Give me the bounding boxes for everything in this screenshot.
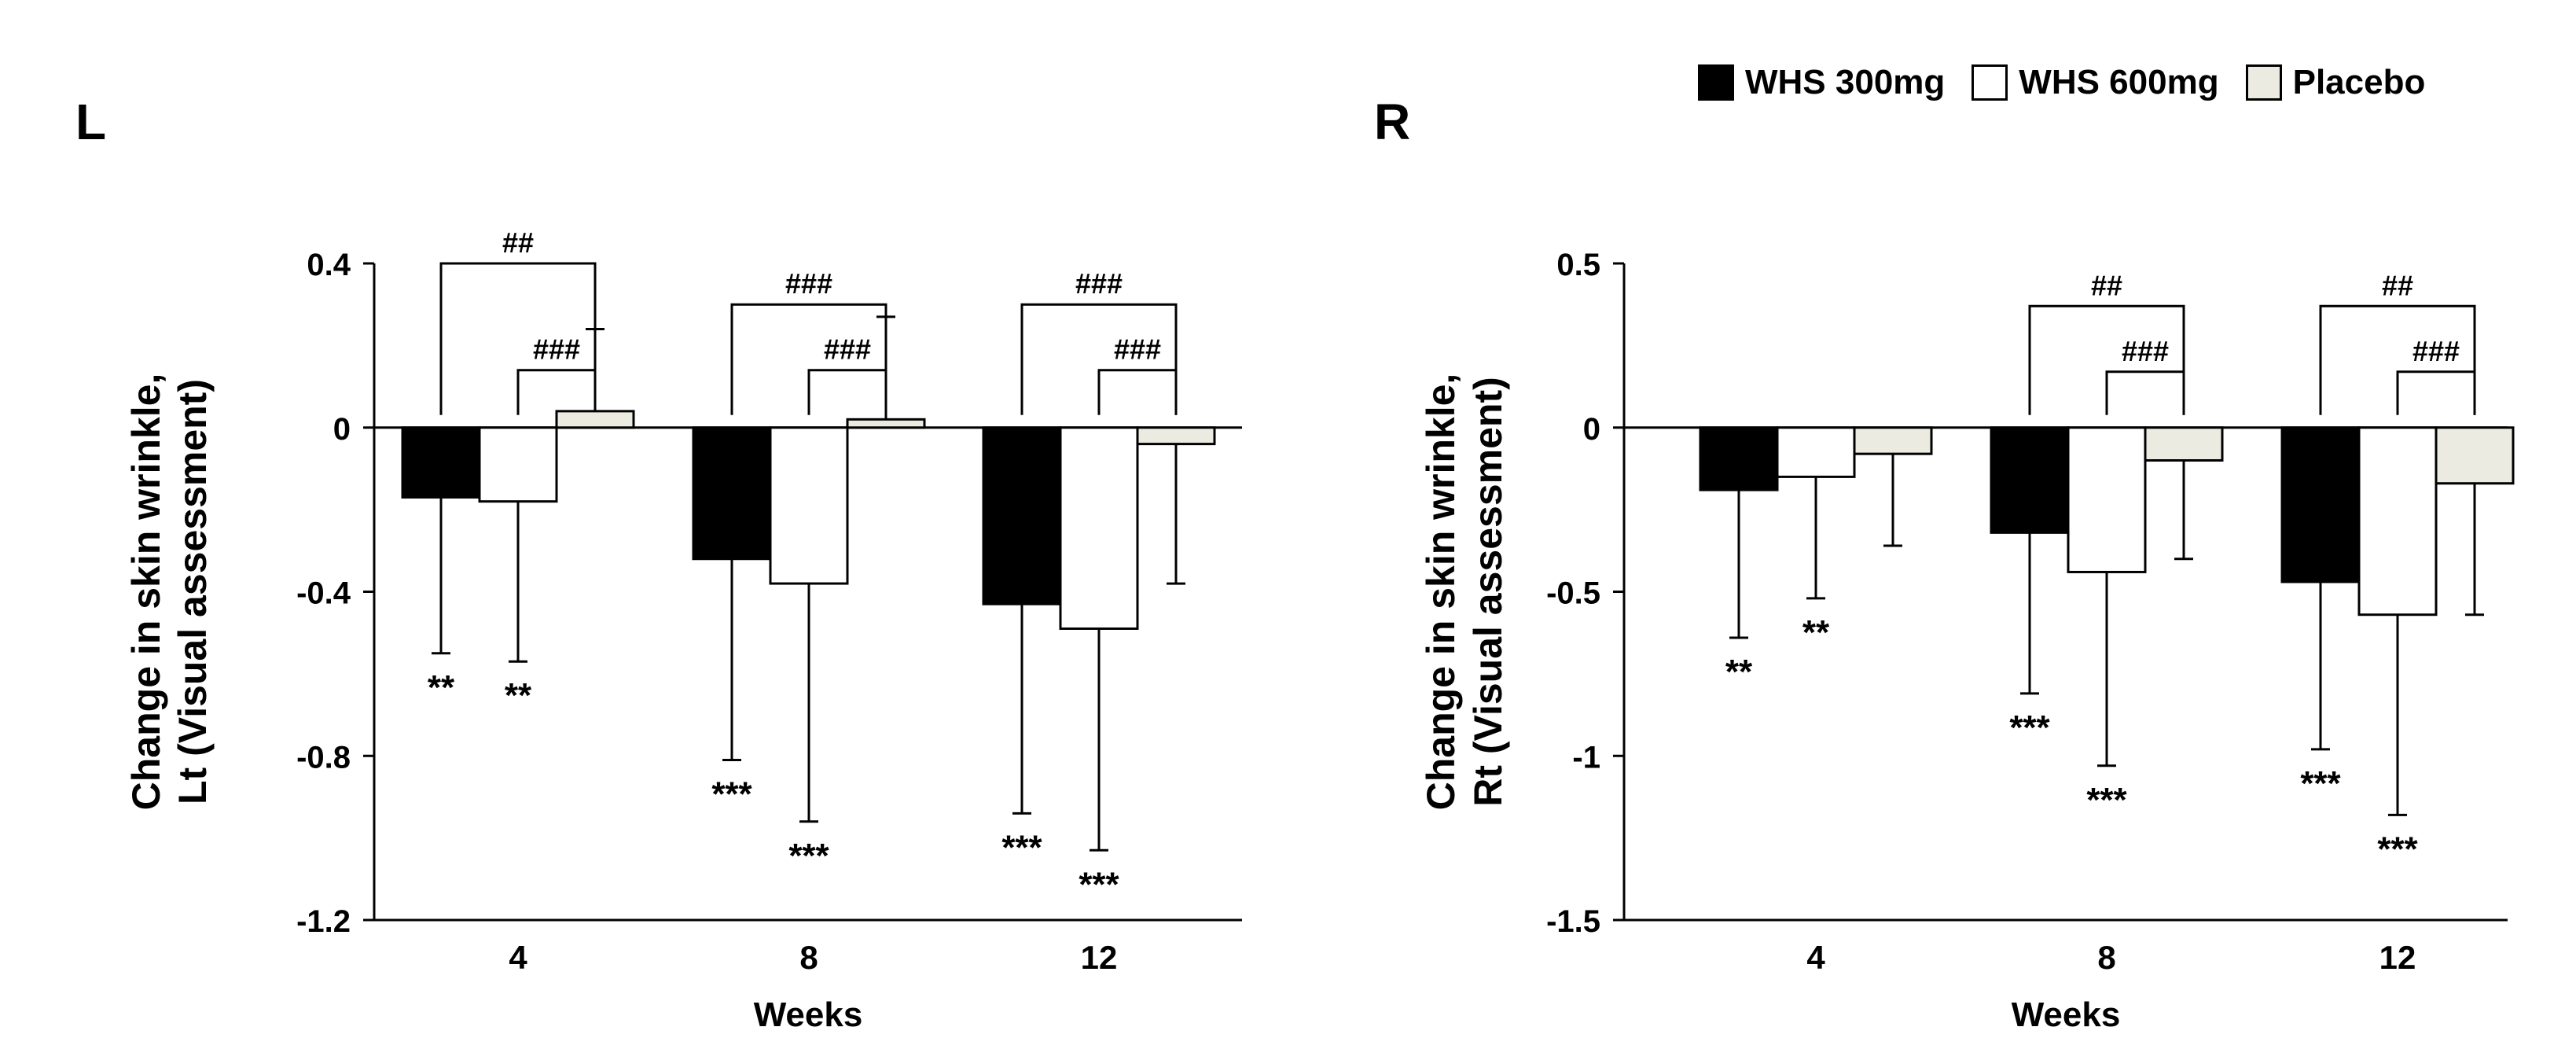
legend-label-placebo: Placebo: [2292, 63, 2426, 101]
bracket-r-2: [2319, 304, 2476, 415]
y-axis-label-l-line-1: Lt (Visual assessment): [171, 379, 215, 804]
bracket-r-3: [2396, 370, 2476, 415]
sig-label-r-whs-300mg-2: ***: [2300, 764, 2341, 803]
legend-item-whs-600mg: WHS 600mg: [1972, 63, 2219, 102]
sig-label-r-whs-600mg-0: **: [1802, 613, 1830, 652]
sig-label-r-whs-600mg-1: ***: [2086, 781, 2127, 819]
bracket-label-r-2: ##: [2382, 269, 2413, 301]
bracket-l-1: [516, 369, 597, 415]
bar-r-whs-600mg-1: [2067, 426, 2147, 573]
bracket-label-l-5: ###: [1114, 333, 1161, 366]
bar-r-placebo-0: [1853, 426, 1933, 455]
y-tick-label-r-0: 0.5: [1556, 248, 1600, 282]
bar-l-whs-600mg-0: [478, 426, 558, 503]
sig-label-l-whs-300mg-2: ***: [1001, 828, 1042, 867]
legend-label-whs-300mg: WHS 300mg: [1745, 63, 1946, 101]
sig-label-r-whs-300mg-1: ***: [2009, 709, 2050, 747]
bracket-label-r-1: ###: [2122, 335, 2169, 367]
bracket-label-l-2: ###: [785, 267, 832, 300]
bar-l-whs-300mg-0: [401, 426, 481, 499]
x-tick-label-r-1: 8: [2097, 939, 2115, 976]
y-tick-label-l-4: -1.2: [296, 904, 351, 939]
bar-r-whs-300mg-1: [1990, 426, 2070, 534]
sig-label-r-whs-300mg-0: **: [1725, 653, 1753, 691]
sig-label-l-whs-300mg-1: ***: [711, 775, 752, 813]
x-tick-label-l-0: 4: [509, 939, 527, 976]
bar-r-placebo-1: [2144, 426, 2224, 462]
sig-label-l-whs-600mg-1: ***: [788, 837, 829, 875]
x-tick-label-r-0: 4: [1806, 939, 1825, 976]
bracket-l-5: [1097, 369, 1178, 415]
panel-letter-r: R: [1374, 94, 1411, 150]
x-tick-label-l-2: 12: [1081, 939, 1118, 976]
bracket-l-4: [1020, 303, 1178, 415]
bracket-label-r-0: ##: [2091, 269, 2122, 301]
bracket-label-l-1: ###: [533, 333, 580, 366]
bar-r-whs-300mg-2: [2280, 426, 2361, 583]
bar-r-placebo-2: [2435, 426, 2515, 485]
bar-r-whs-600mg-0: [1776, 426, 1856, 478]
legend-swatch-whs-600mg: [1972, 64, 2008, 101]
bar-l-whs-600mg-2: [1059, 426, 1139, 630]
sig-label-r-whs-600mg-2: ***: [2377, 830, 2418, 868]
legend-label-whs-600mg: WHS 600mg: [2019, 63, 2219, 101]
y-tick-label-r-3: -1: [1572, 740, 1600, 775]
bracket-r-1: [2105, 370, 2185, 415]
y-tick-label-r-2: -0.5: [1546, 576, 1600, 611]
bracket-r-0: [2028, 304, 2185, 415]
y-tick-label-l-3: -0.8: [296, 740, 351, 775]
x-axis-label-r: Weeks: [2012, 996, 2121, 1034]
y-tick-label-l-2: -0.4: [296, 576, 351, 611]
x-tick-label-r-2: 12: [2379, 939, 2416, 976]
y-axis-label-r-line-1: Rt (Visual assessment): [1466, 377, 1510, 807]
bar-l-placebo-2: [1136, 426, 1216, 446]
bar-r-whs-600mg-2: [2357, 426, 2438, 616]
bracket-label-l-3: ###: [824, 333, 871, 366]
bar-l-whs-600mg-1: [769, 426, 849, 585]
legend: WHS 300mg WHS 600mg Placebo: [1698, 63, 2452, 102]
legend-swatch-placebo: [2245, 64, 2282, 101]
bracket-label-l-0: ##: [502, 226, 534, 259]
legend-item-whs-300mg: WHS 300mg: [1698, 63, 1945, 102]
bracket-l-0: [439, 262, 597, 415]
bar-r-whs-300mg-0: [1699, 426, 1779, 491]
y-tick-label-l-0: 0.4: [307, 248, 351, 282]
bracket-l-2: [730, 303, 887, 415]
sig-label-l-whs-300mg-0: **: [428, 668, 455, 707]
bar-l-whs-300mg-2: [982, 426, 1062, 605]
bar-l-placebo-0: [555, 410, 635, 429]
legend-item-placebo: Placebo: [2245, 63, 2426, 102]
y-axis-label-l-line-0: Change in skin wrinkle,: [124, 374, 168, 811]
sig-label-l-whs-600mg-0: **: [505, 676, 532, 715]
panel-letter-l: L: [75, 94, 107, 150]
y-tick-label-r-1: 0: [1583, 412, 1600, 447]
y-axis-label-r-line-0: Change in skin wrinkle,: [1419, 374, 1463, 811]
sig-label-l-whs-600mg-2: ***: [1079, 865, 1119, 904]
bracket-label-r-3: ###: [2412, 335, 2460, 367]
bar-l-whs-300mg-1: [692, 426, 772, 561]
y-tick-label-l-1: 0: [333, 412, 351, 447]
x-axis-label-l: Weeks: [754, 996, 863, 1034]
x-tick-label-l-1: 8: [799, 939, 818, 976]
bracket-l-3: [807, 369, 887, 415]
legend-swatch-whs-300mg: [1698, 64, 1734, 101]
y-tick-label-r-4: -1.5: [1546, 904, 1600, 939]
bar-l-placebo-1: [846, 418, 926, 429]
bracket-label-l-4: ###: [1075, 267, 1123, 300]
